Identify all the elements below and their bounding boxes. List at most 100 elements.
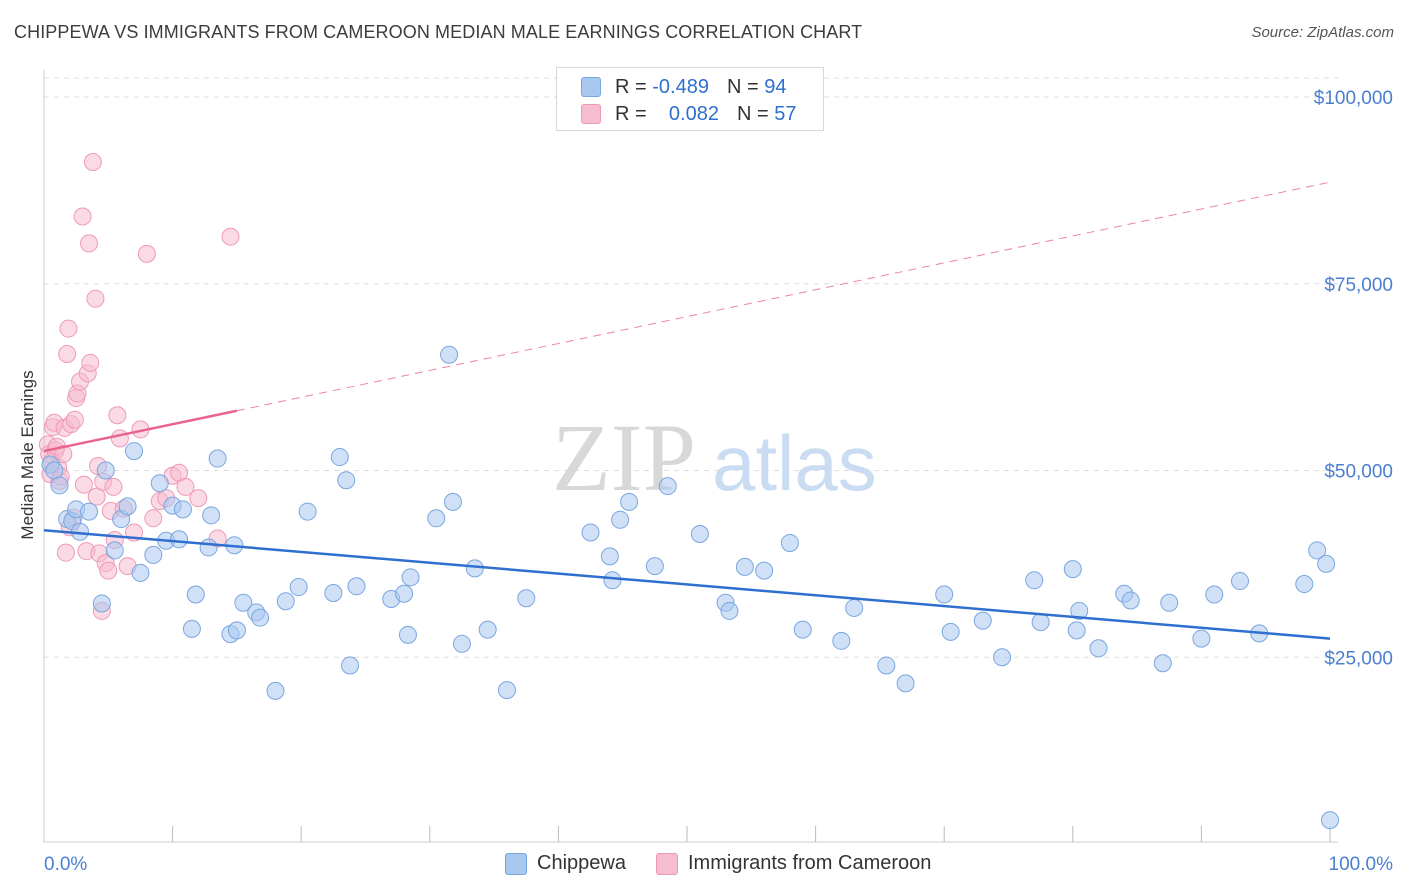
point-cameroon	[108, 406, 127, 425]
legend: R = -0.489 N = 94 R = 0.082 N = 57	[556, 67, 824, 131]
point-chippewa	[427, 509, 446, 528]
point-chippewa	[845, 598, 864, 617]
trend-line-cameroon	[43, 409, 238, 453]
point-cameroon	[176, 477, 195, 496]
point-cameroon	[110, 429, 129, 448]
legend-swatch-pink	[581, 104, 601, 124]
legend-r-value: 0.082	[668, 102, 719, 125]
point-cameroon	[73, 207, 92, 226]
point-cameroon	[54, 445, 73, 464]
legend-r-label: R =	[615, 102, 647, 125]
point-cameroon	[58, 344, 77, 363]
point-chippewa	[1089, 639, 1108, 658]
legend-r-value: -0.489	[652, 75, 709, 98]
y-tick-label: $75,000	[1324, 275, 1393, 296]
point-chippewa	[603, 571, 622, 590]
point-chippewa	[973, 611, 992, 630]
point-chippewa	[1067, 621, 1086, 640]
point-chippewa	[182, 619, 201, 638]
point-chippewa	[1205, 585, 1224, 604]
point-chippewa	[150, 474, 169, 493]
point-chippewa	[199, 538, 218, 557]
point-chippewa	[324, 584, 343, 603]
point-chippewa	[832, 631, 851, 650]
point-chippewa	[173, 500, 192, 519]
point-chippewa	[234, 593, 253, 612]
point-chippewa	[720, 601, 739, 620]
gridlines	[44, 77, 1338, 658]
point-cameroon	[104, 477, 123, 496]
point-cameroon	[144, 509, 163, 528]
bottom-swatch-pink	[656, 852, 678, 875]
point-chippewa	[611, 510, 630, 529]
point-chippewa	[131, 563, 150, 582]
legend-swatch-blue	[581, 77, 601, 97]
point-chippewa	[658, 477, 677, 496]
point-chippewa	[877, 656, 896, 675]
point-chippewa	[341, 656, 360, 675]
point-chippewa	[276, 592, 295, 611]
legend-n-value: 57	[774, 102, 797, 125]
point-chippewa	[452, 634, 471, 653]
trend-line-cameroon-extension	[236, 181, 1331, 412]
point-chippewa	[780, 533, 799, 552]
bottom-legend-label: Chippewa	[537, 852, 626, 874]
y-tick-label: $100,000	[1314, 88, 1393, 109]
point-chippewa	[793, 620, 812, 639]
trend-line-chippewa	[43, 529, 1331, 640]
trend-lines	[43, 181, 1331, 640]
bottom-legend-label: Immigrants from Cameroon	[688, 852, 932, 874]
point-chippewa	[105, 541, 124, 560]
y-tick-label: $50,000	[1324, 462, 1393, 483]
point-chippewa	[251, 608, 270, 627]
point-chippewa	[92, 594, 111, 613]
point-chippewa	[208, 449, 227, 468]
point-chippewa	[690, 524, 709, 543]
bottom-legend-cameroon: Immigrants from Cameroon	[656, 852, 931, 875]
legend-r-label: R =	[615, 75, 647, 98]
point-cameroon	[59, 319, 78, 338]
point-chippewa	[1295, 575, 1314, 594]
source-label: Source: ZipAtlas.com	[1251, 24, 1394, 41]
point-chippewa	[941, 622, 960, 641]
point-cameroon	[83, 152, 102, 171]
point-chippewa	[337, 471, 356, 490]
point-cameroon	[65, 410, 84, 429]
point-cameroon	[56, 543, 75, 562]
point-chippewa	[1192, 629, 1211, 648]
chart-title: CHIPPEWA VS IMMIGRANTS FROM CAMEROON MED…	[14, 22, 863, 42]
legend-row-cameroon: R = 0.082 N = 57	[581, 102, 796, 126]
point-chippewa	[1308, 541, 1327, 560]
point-chippewa	[497, 681, 516, 700]
point-chippewa	[440, 345, 459, 364]
point-chippewa	[330, 448, 349, 467]
point-chippewa	[935, 585, 954, 604]
point-chippewa	[465, 559, 484, 578]
point-cameroon	[86, 289, 105, 308]
x-tick-max: 100.0%	[1329, 854, 1394, 875]
point-cameroon	[81, 353, 100, 372]
point-chippewa	[118, 497, 137, 516]
point-chippewa	[186, 585, 205, 604]
y-tick-label: $25,000	[1324, 648, 1393, 669]
point-cameroon	[74, 475, 93, 494]
point-chippewa	[755, 561, 774, 580]
series-chippewa	[41, 345, 1339, 830]
point-cameroon	[137, 244, 156, 263]
point-chippewa	[1321, 811, 1339, 830]
point-chippewa	[581, 523, 600, 542]
y-axis-label: Median Male Earnings	[18, 370, 37, 539]
point-chippewa	[896, 674, 915, 693]
y-tick-labels: $25,000 $50,000 $75,000 $100,000	[1314, 88, 1393, 669]
point-chippewa	[125, 442, 144, 461]
legend-row-chippewa: R = -0.489 N = 94	[581, 75, 786, 99]
legend-n-value: 94	[764, 75, 787, 98]
point-chippewa	[1063, 560, 1082, 579]
point-chippewa	[517, 589, 536, 608]
point-chippewa	[478, 620, 497, 639]
point-cameroon	[99, 561, 118, 580]
bottom-legend-chippewa: Chippewa	[505, 852, 626, 875]
point-chippewa	[1121, 591, 1140, 610]
point-chippewa	[395, 584, 414, 603]
